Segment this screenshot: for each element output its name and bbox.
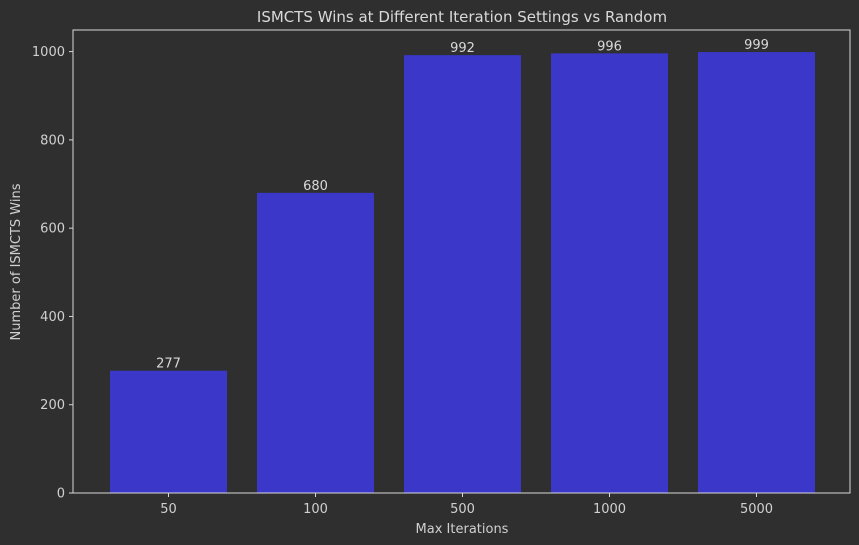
x-axis-label: Max Iterations [416, 522, 509, 537]
plot-frame [72, 29, 851, 494]
data-label-500: 992 [450, 41, 475, 56]
data-label-50: 277 [156, 357, 181, 372]
x-tick-label-5000: 5000 [740, 502, 773, 517]
x-tick-label-500: 500 [450, 502, 475, 517]
data-label-5000: 999 [744, 38, 769, 53]
bar-1000 [551, 53, 668, 494]
bar-500 [404, 55, 521, 493]
data-label-100: 680 [303, 179, 328, 194]
x-tick-label-1000: 1000 [593, 502, 626, 517]
y-tick-label-0: 0 [57, 487, 65, 502]
y-tick-label-1000: 1000 [32, 45, 65, 60]
bar-50 [110, 370, 227, 493]
x-ticks-group: 50 100 500 1000 5000 [160, 493, 773, 517]
y-tick-label-600: 600 [40, 222, 65, 237]
bar-5000 [698, 52, 815, 494]
data-labels-group: 277 680 992 996 999 [156, 38, 769, 372]
x-tick-label-50: 50 [160, 502, 177, 517]
bar-100 [257, 192, 374, 493]
y-tick-label-200: 200 [40, 398, 65, 413]
y-axis-label: Number of ISMCTS Wins [9, 183, 24, 340]
y-tick-label-800: 800 [40, 133, 65, 148]
x-tick-label-100: 100 [303, 502, 328, 517]
bars-group [110, 52, 815, 494]
data-label-1000: 996 [597, 39, 622, 54]
y-ticks-group: 0 200 400 600 800 1000 [32, 45, 73, 502]
y-tick-label-400: 400 [40, 310, 65, 325]
chart-title: ISMCTS Wins at Different Iteration Setti… [257, 8, 667, 26]
